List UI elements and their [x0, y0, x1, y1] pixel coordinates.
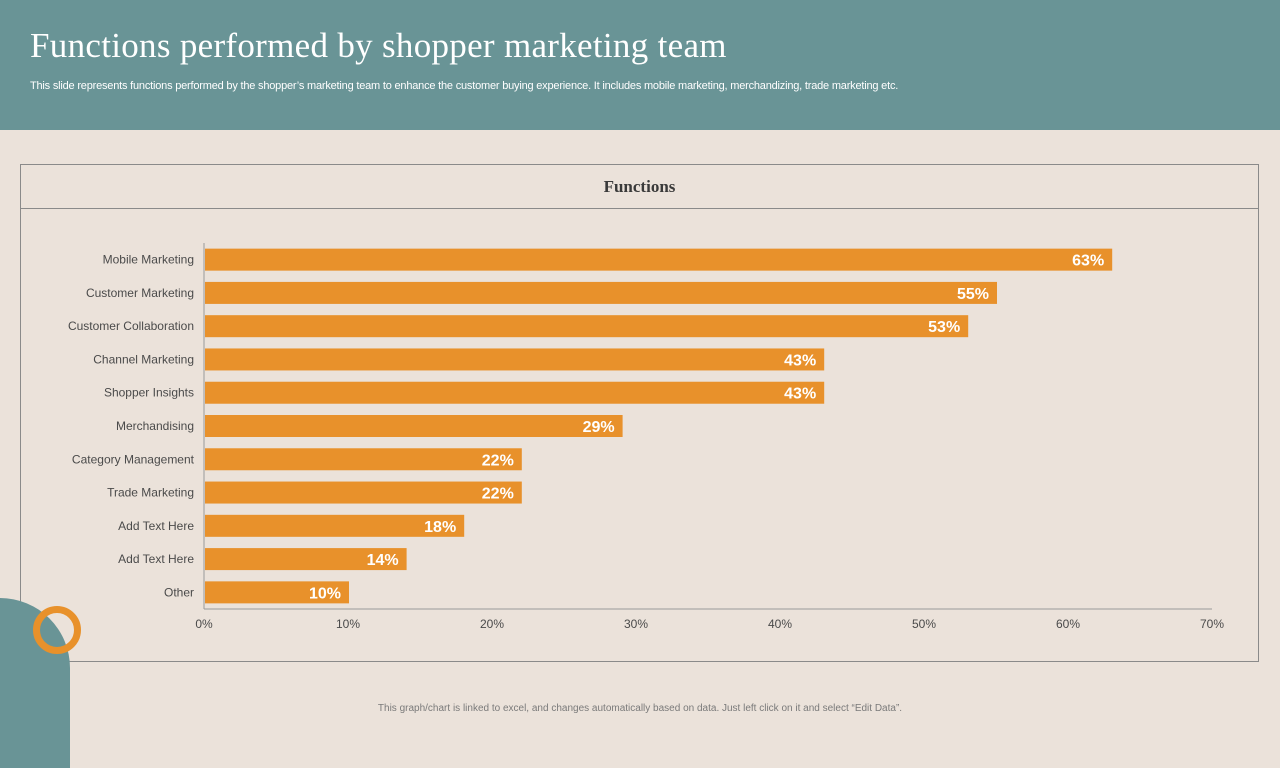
header-band: Functions performed by shopper marketing…: [0, 0, 1280, 130]
data-label-3: 43%: [784, 352, 816, 369]
bar-10[interactable]: [205, 581, 349, 604]
data-label-2: 53%: [928, 319, 960, 336]
x-tick-label-4: 40%: [768, 617, 792, 631]
data-label-8: 18%: [424, 519, 456, 536]
data-label-1: 55%: [957, 286, 989, 303]
bar-chart[interactable]: Mobile Marketing 63% Customer Marketing 55%…: [21, 165, 1260, 663]
category-label-4: Shopper Insights: [104, 386, 194, 400]
category-label-9: Add Text Here: [118, 552, 194, 566]
x-tick-label-7: 70%: [1200, 617, 1224, 631]
data-label-7: 22%: [482, 486, 514, 503]
x-tick-label-1: 10%: [336, 617, 360, 631]
page-subtitle: This slide represents functions performe…: [30, 80, 899, 92]
page-title: Functions performed by shopper marketing…: [30, 26, 727, 65]
bar-0[interactable]: [205, 248, 1113, 271]
bar-5[interactable]: [205, 415, 623, 437]
bar-3[interactable]: [205, 348, 825, 371]
category-label-6: Category Management: [72, 452, 195, 466]
bar-7[interactable]: [205, 481, 522, 504]
x-tick-label-3: 30%: [624, 617, 648, 631]
x-tick-label-2: 20%: [480, 617, 504, 631]
footnote: This graph/chart is linked to excel, and…: [377, 703, 903, 714]
decorative-ring-icon: [33, 606, 81, 654]
category-label-7: Trade Marketing: [107, 486, 194, 500]
bar-2[interactable]: [205, 315, 969, 338]
x-tick-label-5: 50%: [912, 617, 936, 631]
chart-panel[interactable]: Functions Mobile Marketing 63% Customer Ma…: [20, 164, 1259, 662]
category-label-5: Merchandising: [116, 419, 194, 433]
category-label-10: Other: [164, 585, 194, 599]
bar-4[interactable]: [205, 381, 825, 404]
data-label-6: 22%: [482, 452, 514, 469]
x-tick-label-0: 0%: [195, 617, 213, 631]
data-label-4: 43%: [784, 386, 816, 403]
bar-6[interactable]: [205, 448, 522, 471]
x-tick-label-6: 60%: [1056, 617, 1080, 631]
bar-9[interactable]: [205, 548, 407, 571]
bar-8[interactable]: [205, 514, 465, 537]
category-label-8: Add Text Here: [118, 519, 194, 533]
data-label-9: 14%: [367, 552, 399, 569]
category-label-1: Customer Marketing: [86, 286, 194, 300]
category-label-3: Channel Marketing: [93, 352, 194, 366]
data-label-5: 29%: [583, 419, 615, 436]
bar-1[interactable]: [205, 281, 997, 304]
data-label-10: 10%: [309, 585, 341, 602]
chart-title: Functions: [21, 165, 1258, 209]
data-label-0: 63%: [1072, 253, 1104, 270]
category-label-0: Mobile Marketing: [103, 253, 194, 267]
category-label-2: Customer Collaboration: [68, 319, 194, 333]
